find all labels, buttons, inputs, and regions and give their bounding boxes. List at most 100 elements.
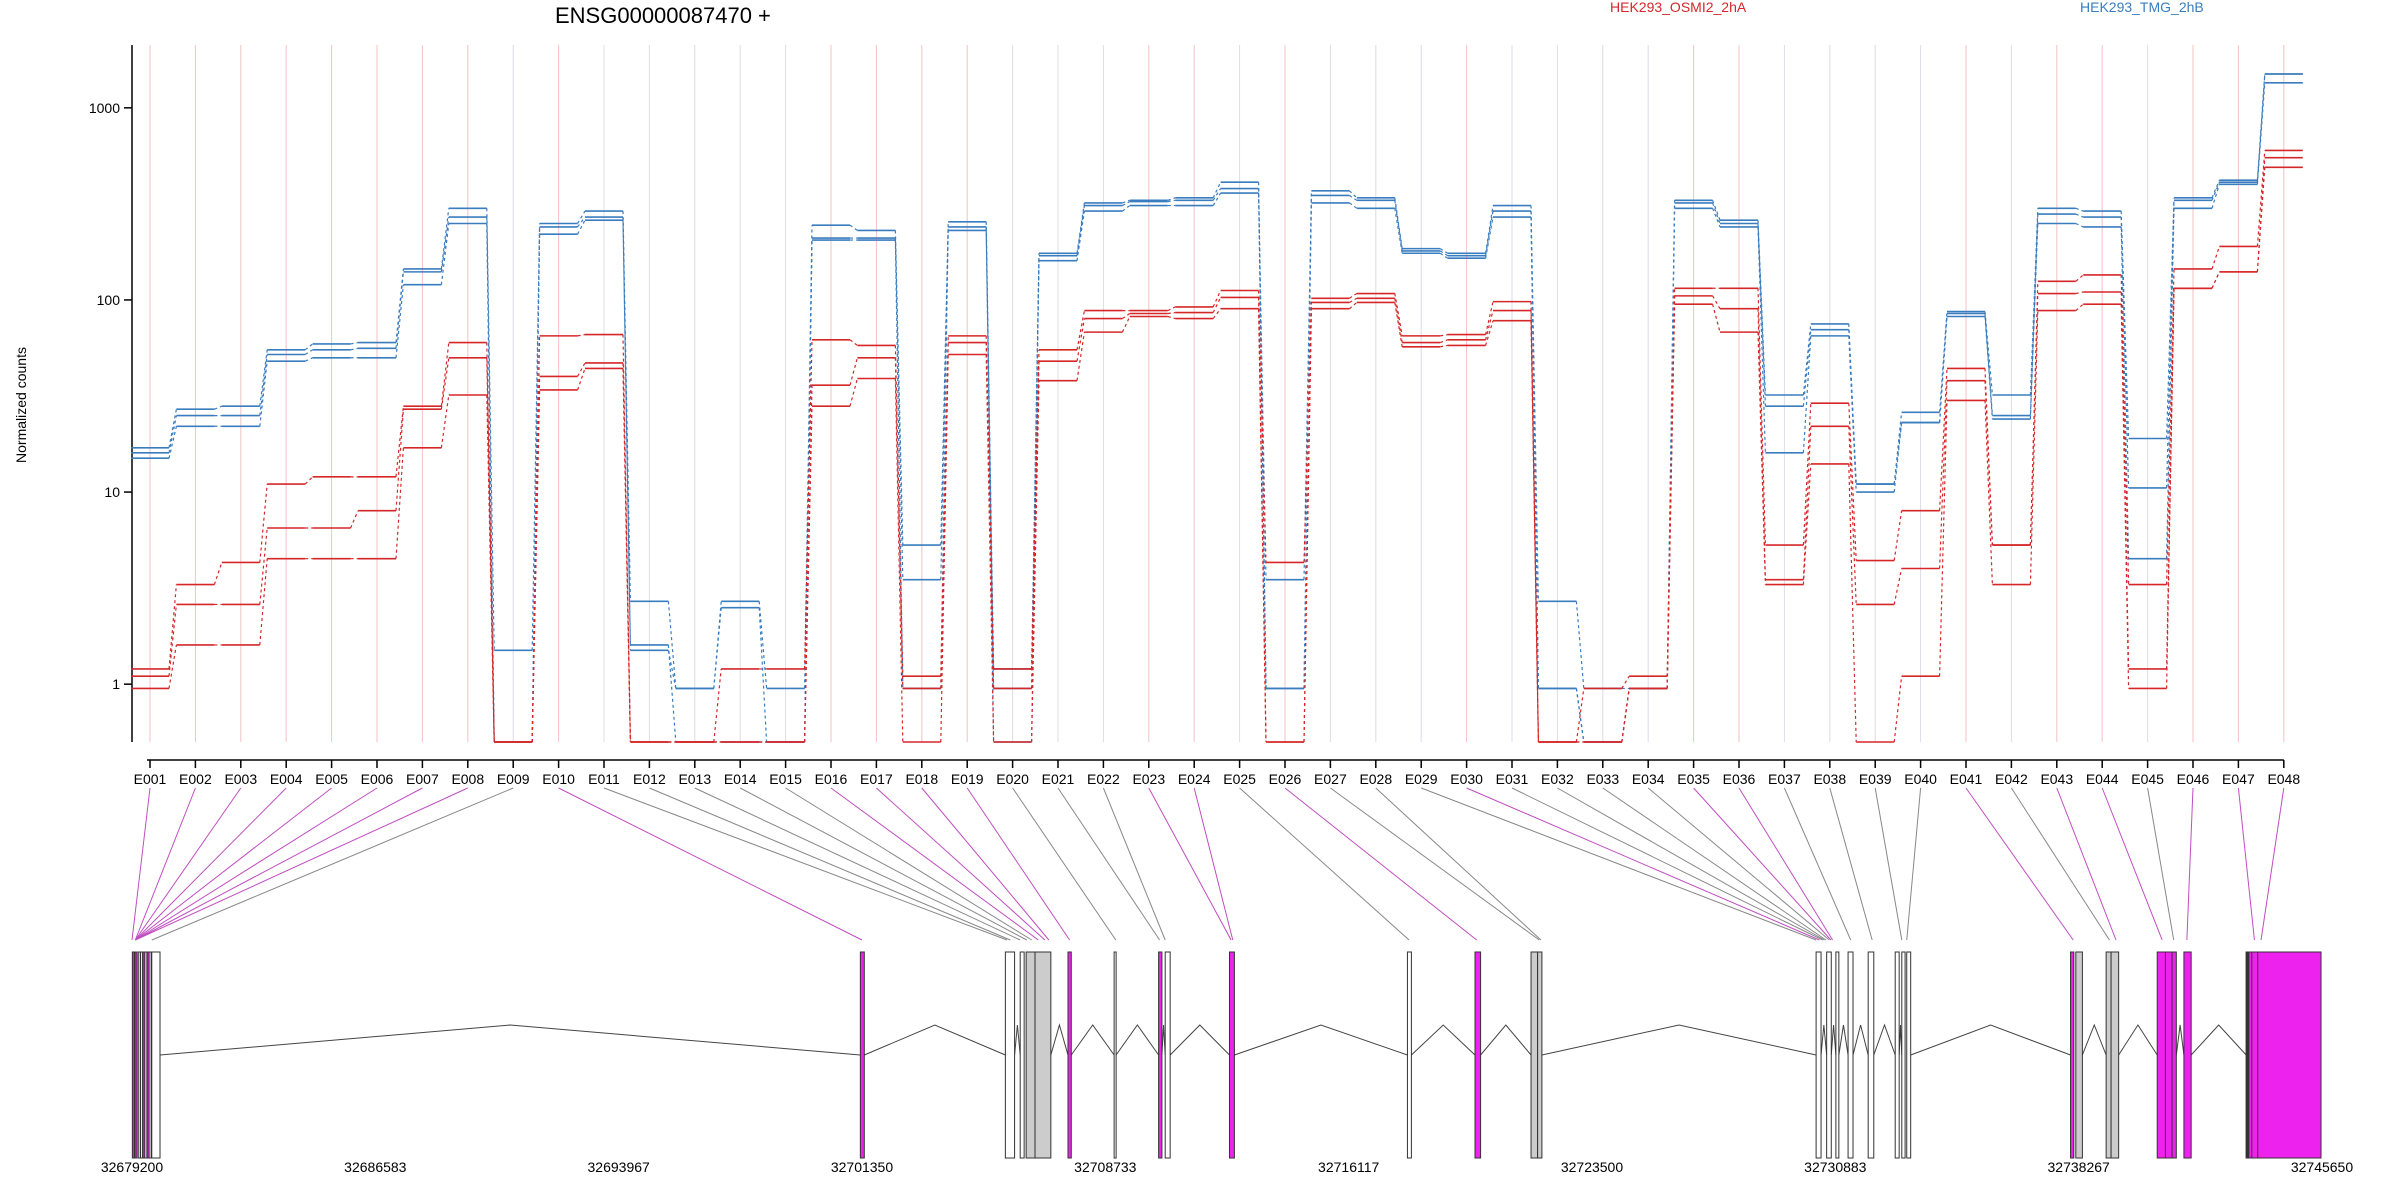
data-connector <box>259 354 268 416</box>
coordinate-tick-label: 32686583 <box>344 1159 407 1175</box>
data-connector <box>350 341 359 345</box>
data-connector <box>577 362 586 377</box>
exon-connector-line <box>1102 787 1166 941</box>
data-connector <box>1939 380 1948 569</box>
coordinate-tick-label: 32679200 <box>101 1159 164 1175</box>
x-tick-label: E033 <box>1586 771 1619 787</box>
data-connector <box>1167 199 1176 203</box>
exon-connector-line <box>2056 787 2117 941</box>
exon-box <box>2171 951 2177 1159</box>
data-connector <box>849 378 858 407</box>
data-connector <box>2075 213 2084 218</box>
intron-line <box>1050 1023 1069 1056</box>
data-connector <box>1802 426 1812 580</box>
exon-connector-layer <box>131 787 2285 941</box>
data-connector <box>304 343 313 351</box>
data-connector <box>1349 293 1358 299</box>
exon-box <box>148 951 152 1159</box>
data-connector <box>940 342 949 689</box>
data-connector <box>1258 308 1267 743</box>
data-connector <box>1394 302 1403 347</box>
exon-box <box>1867 951 1875 1159</box>
x-tick-label: E014 <box>724 771 757 787</box>
exon-box <box>1025 951 1036 1159</box>
data-connector <box>304 349 313 356</box>
intron-line <box>864 1024 1006 1056</box>
intron-line <box>1820 1024 1828 1056</box>
exon-connector-line <box>1738 787 1834 941</box>
intron-line <box>1480 1024 1532 1056</box>
data-connector <box>2120 226 2130 559</box>
x-tick-label: E009 <box>497 771 530 787</box>
data-connector <box>1303 308 1312 743</box>
data-connector <box>2075 222 2084 228</box>
exon-connector-line <box>1284 787 1477 941</box>
x-tick-label: E013 <box>678 771 711 787</box>
data-connector <box>1031 380 1040 743</box>
x-tick-label: E046 <box>2177 771 2210 787</box>
data-connector <box>1848 335 1857 493</box>
exon-connector-line <box>134 787 242 941</box>
exon-connector-line <box>1239 787 1410 941</box>
data-connector <box>1122 205 1131 212</box>
data-connector <box>1349 194 1358 201</box>
data-connector <box>2166 288 2175 689</box>
intron-line <box>2118 1024 2158 1056</box>
x-tick-label: E026 <box>1269 771 1302 787</box>
exon-guide-lines <box>149 45 2285 742</box>
x-tick-label: E015 <box>769 771 802 787</box>
data-connector <box>849 224 858 231</box>
exon-connector-line <box>135 787 378 941</box>
y-axis: 1 10 100 1000 <box>89 45 133 742</box>
data-connector <box>168 644 177 689</box>
x-tick-label: E023 <box>1132 771 1165 787</box>
coordinate-tick-label: 32716117 <box>1318 1159 1379 1175</box>
exon-box <box>1537 951 1543 1159</box>
exon-connector-line <box>1783 787 1852 941</box>
data-connector <box>1212 297 1222 313</box>
coordinate-tick-label: 32745650 <box>2291 1159 2354 1175</box>
data-connector <box>1893 510 1903 561</box>
data-connector <box>395 271 404 349</box>
series-layer <box>131 73 2303 743</box>
exon-connector-line <box>1693 787 1832 941</box>
exon-box <box>140 951 144 1159</box>
x-tick-label: E007 <box>406 771 439 787</box>
data-connector <box>2166 197 2175 439</box>
data-connector <box>2166 208 2175 559</box>
exon-box <box>1894 951 1900 1159</box>
data-connector <box>713 607 722 689</box>
intron-line <box>2081 1023 2107 1056</box>
exon-connector-line <box>1421 787 1817 941</box>
data-connector <box>304 476 314 485</box>
x-tick-label: E018 <box>905 771 938 787</box>
exon-box <box>1847 951 1854 1159</box>
data-connector <box>2211 246 2220 270</box>
data-connector <box>440 342 450 407</box>
x-tick-label: E032 <box>1541 771 1574 787</box>
data-connector <box>894 357 904 689</box>
data-connector <box>894 240 904 689</box>
exon-connector-line <box>1602 787 1827 941</box>
data-connector <box>2166 268 2175 585</box>
data-connector <box>985 226 995 743</box>
x-tick-label: E020 <box>996 771 1029 787</box>
intron-line <box>1838 1024 1849 1056</box>
exon-box <box>137 951 141 1159</box>
exon-connector-line <box>1557 787 1825 941</box>
data-connector <box>2256 150 2266 247</box>
data-connector <box>577 210 586 224</box>
exon-connector-line <box>603 787 1008 941</box>
data-connector <box>940 354 949 743</box>
data-connector <box>2029 310 2039 585</box>
exon-connector-line <box>966 787 1071 941</box>
x-tick-label: E001 <box>134 771 167 787</box>
intron-line <box>1910 1024 2071 1056</box>
data-connector <box>2029 214 2039 416</box>
data-connector <box>622 211 631 602</box>
x-tick-label: E025 <box>1223 771 1256 787</box>
data-connector <box>1076 332 1085 381</box>
data-connector <box>1303 298 1312 563</box>
exon-box <box>2156 951 2166 1159</box>
